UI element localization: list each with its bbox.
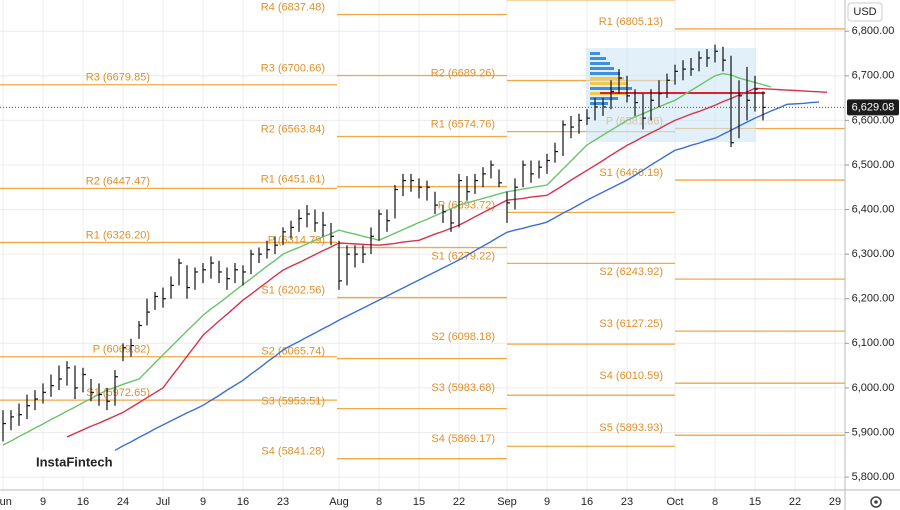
pivot-label: P (6314.79) xyxy=(268,234,325,246)
y-tick-label: 6,000.00 xyxy=(852,382,895,394)
pivot-label: P (6393.72) xyxy=(438,199,495,211)
y-tick-label: 5,900.00 xyxy=(852,426,895,438)
x-tick-label: 24 xyxy=(117,496,129,508)
x-tick-label: 22 xyxy=(789,496,801,508)
pivot-label: S1 (6279.22) xyxy=(431,250,495,262)
x-tick-label: 9 xyxy=(544,496,550,508)
x-tick-label: 8 xyxy=(376,496,382,508)
pivot-label: R2 (6447.47) xyxy=(86,175,150,187)
x-tick-label: 16 xyxy=(581,496,593,508)
x-tick-label: 22 xyxy=(453,496,465,508)
profile-bar xyxy=(590,57,606,60)
indicator-line xyxy=(66,87,828,438)
profile-bar xyxy=(590,82,628,85)
pivot-label: S3 (5953.51) xyxy=(261,396,325,408)
pivot-label: P (6069.82) xyxy=(93,344,150,356)
pivot-label: R4 (6837.48) xyxy=(261,1,325,13)
profile-bar xyxy=(590,52,600,55)
pivot-label: R3 (6700.66) xyxy=(261,62,325,74)
x-tick-label: 9 xyxy=(200,496,206,508)
x-tick-label: Jul xyxy=(156,496,170,508)
currency-label: USD xyxy=(853,6,876,18)
x-tick-label: Sep xyxy=(497,496,517,508)
last-price-label: 6,629.08 xyxy=(852,101,895,113)
pivot-label: S4 (5869.17) xyxy=(431,433,495,445)
watermark-box xyxy=(28,450,108,476)
pivot-label: S3 (5983.68) xyxy=(431,382,495,394)
y-tick-label: 6,200.00 xyxy=(852,293,895,305)
profile-bar xyxy=(590,97,618,100)
pivot-label: S1 (6466.19) xyxy=(599,167,663,179)
pivot-label: S2 (6243.92) xyxy=(599,266,663,278)
pivot-label: R2 (6563.84) xyxy=(261,123,325,135)
pivot-label: R1 (6805.13) xyxy=(599,16,663,28)
x-tick-label: 15 xyxy=(413,496,425,508)
y-tick-label: 6,700.00 xyxy=(852,70,895,82)
y-tick-label: 6,400.00 xyxy=(852,203,895,215)
profile-bar xyxy=(590,67,614,70)
settings-icon[interactable] xyxy=(870,496,882,508)
indicator-line xyxy=(114,101,820,451)
watermark: InstaFintech xyxy=(36,454,113,469)
profile-bar xyxy=(590,102,608,105)
y-tick-label: 5,800.00 xyxy=(852,471,895,483)
pivot-label: S2 (6065.74) xyxy=(261,345,325,357)
pivot-label: S4 (6010.59) xyxy=(599,370,663,382)
x-tick-label: 23 xyxy=(621,496,633,508)
pivot-label: S4 (5841.28) xyxy=(261,446,325,458)
y-tick-label: 6,300.00 xyxy=(852,248,895,260)
profile-bar xyxy=(590,77,624,80)
currency-box xyxy=(847,2,883,22)
pivot-label: R2 (6689.26) xyxy=(431,67,495,79)
y-tick-label: 6,100.00 xyxy=(852,337,895,349)
x-tick-label: 29 xyxy=(829,496,841,508)
y-tick-label: 6,800.00 xyxy=(852,25,895,37)
x-tick-label: Oct xyxy=(666,496,683,508)
y-tick-label: 6,500.00 xyxy=(852,159,895,171)
volume-profile xyxy=(586,48,765,142)
x-tick-label: 16 xyxy=(77,496,89,508)
last-price-box xyxy=(847,99,899,116)
x-tick-label: Jun xyxy=(0,496,12,508)
x-tick-label: Aug xyxy=(329,496,349,508)
profile-bar xyxy=(590,62,610,65)
x-tick-label: 8 xyxy=(712,496,718,508)
x-tick-label: 23 xyxy=(277,496,289,508)
pivot-label: R3 (6679.85) xyxy=(86,72,150,84)
x-tick-label: 16 xyxy=(237,496,249,508)
pivot-label: S3 (6127.25) xyxy=(599,318,663,330)
settings-icon-dot xyxy=(874,500,878,504)
pivot-label: S1 (6202.56) xyxy=(261,284,325,296)
pivot-label: R1 (6574.76) xyxy=(431,119,495,131)
y-tick-label: 6,600.00 xyxy=(852,114,895,126)
profile-bar xyxy=(590,72,620,75)
pivot-label: S2 (6098.18) xyxy=(431,331,495,343)
pivot-label: S5 (5893.93) xyxy=(599,422,663,434)
pivot-label: S1 (5972.65) xyxy=(86,387,150,399)
pivot-levels: R3 (6679.85) R2 (6447.47) R1 (6326.20) P (6… xyxy=(0,0,845,460)
price-bars xyxy=(2,44,766,442)
pivot-label: R1 (6326.20) xyxy=(86,229,150,241)
x-tick-label: 15 xyxy=(749,496,761,508)
x-tick-label: 9 xyxy=(40,496,46,508)
pivot-label: R1 (6451.61) xyxy=(261,173,325,185)
